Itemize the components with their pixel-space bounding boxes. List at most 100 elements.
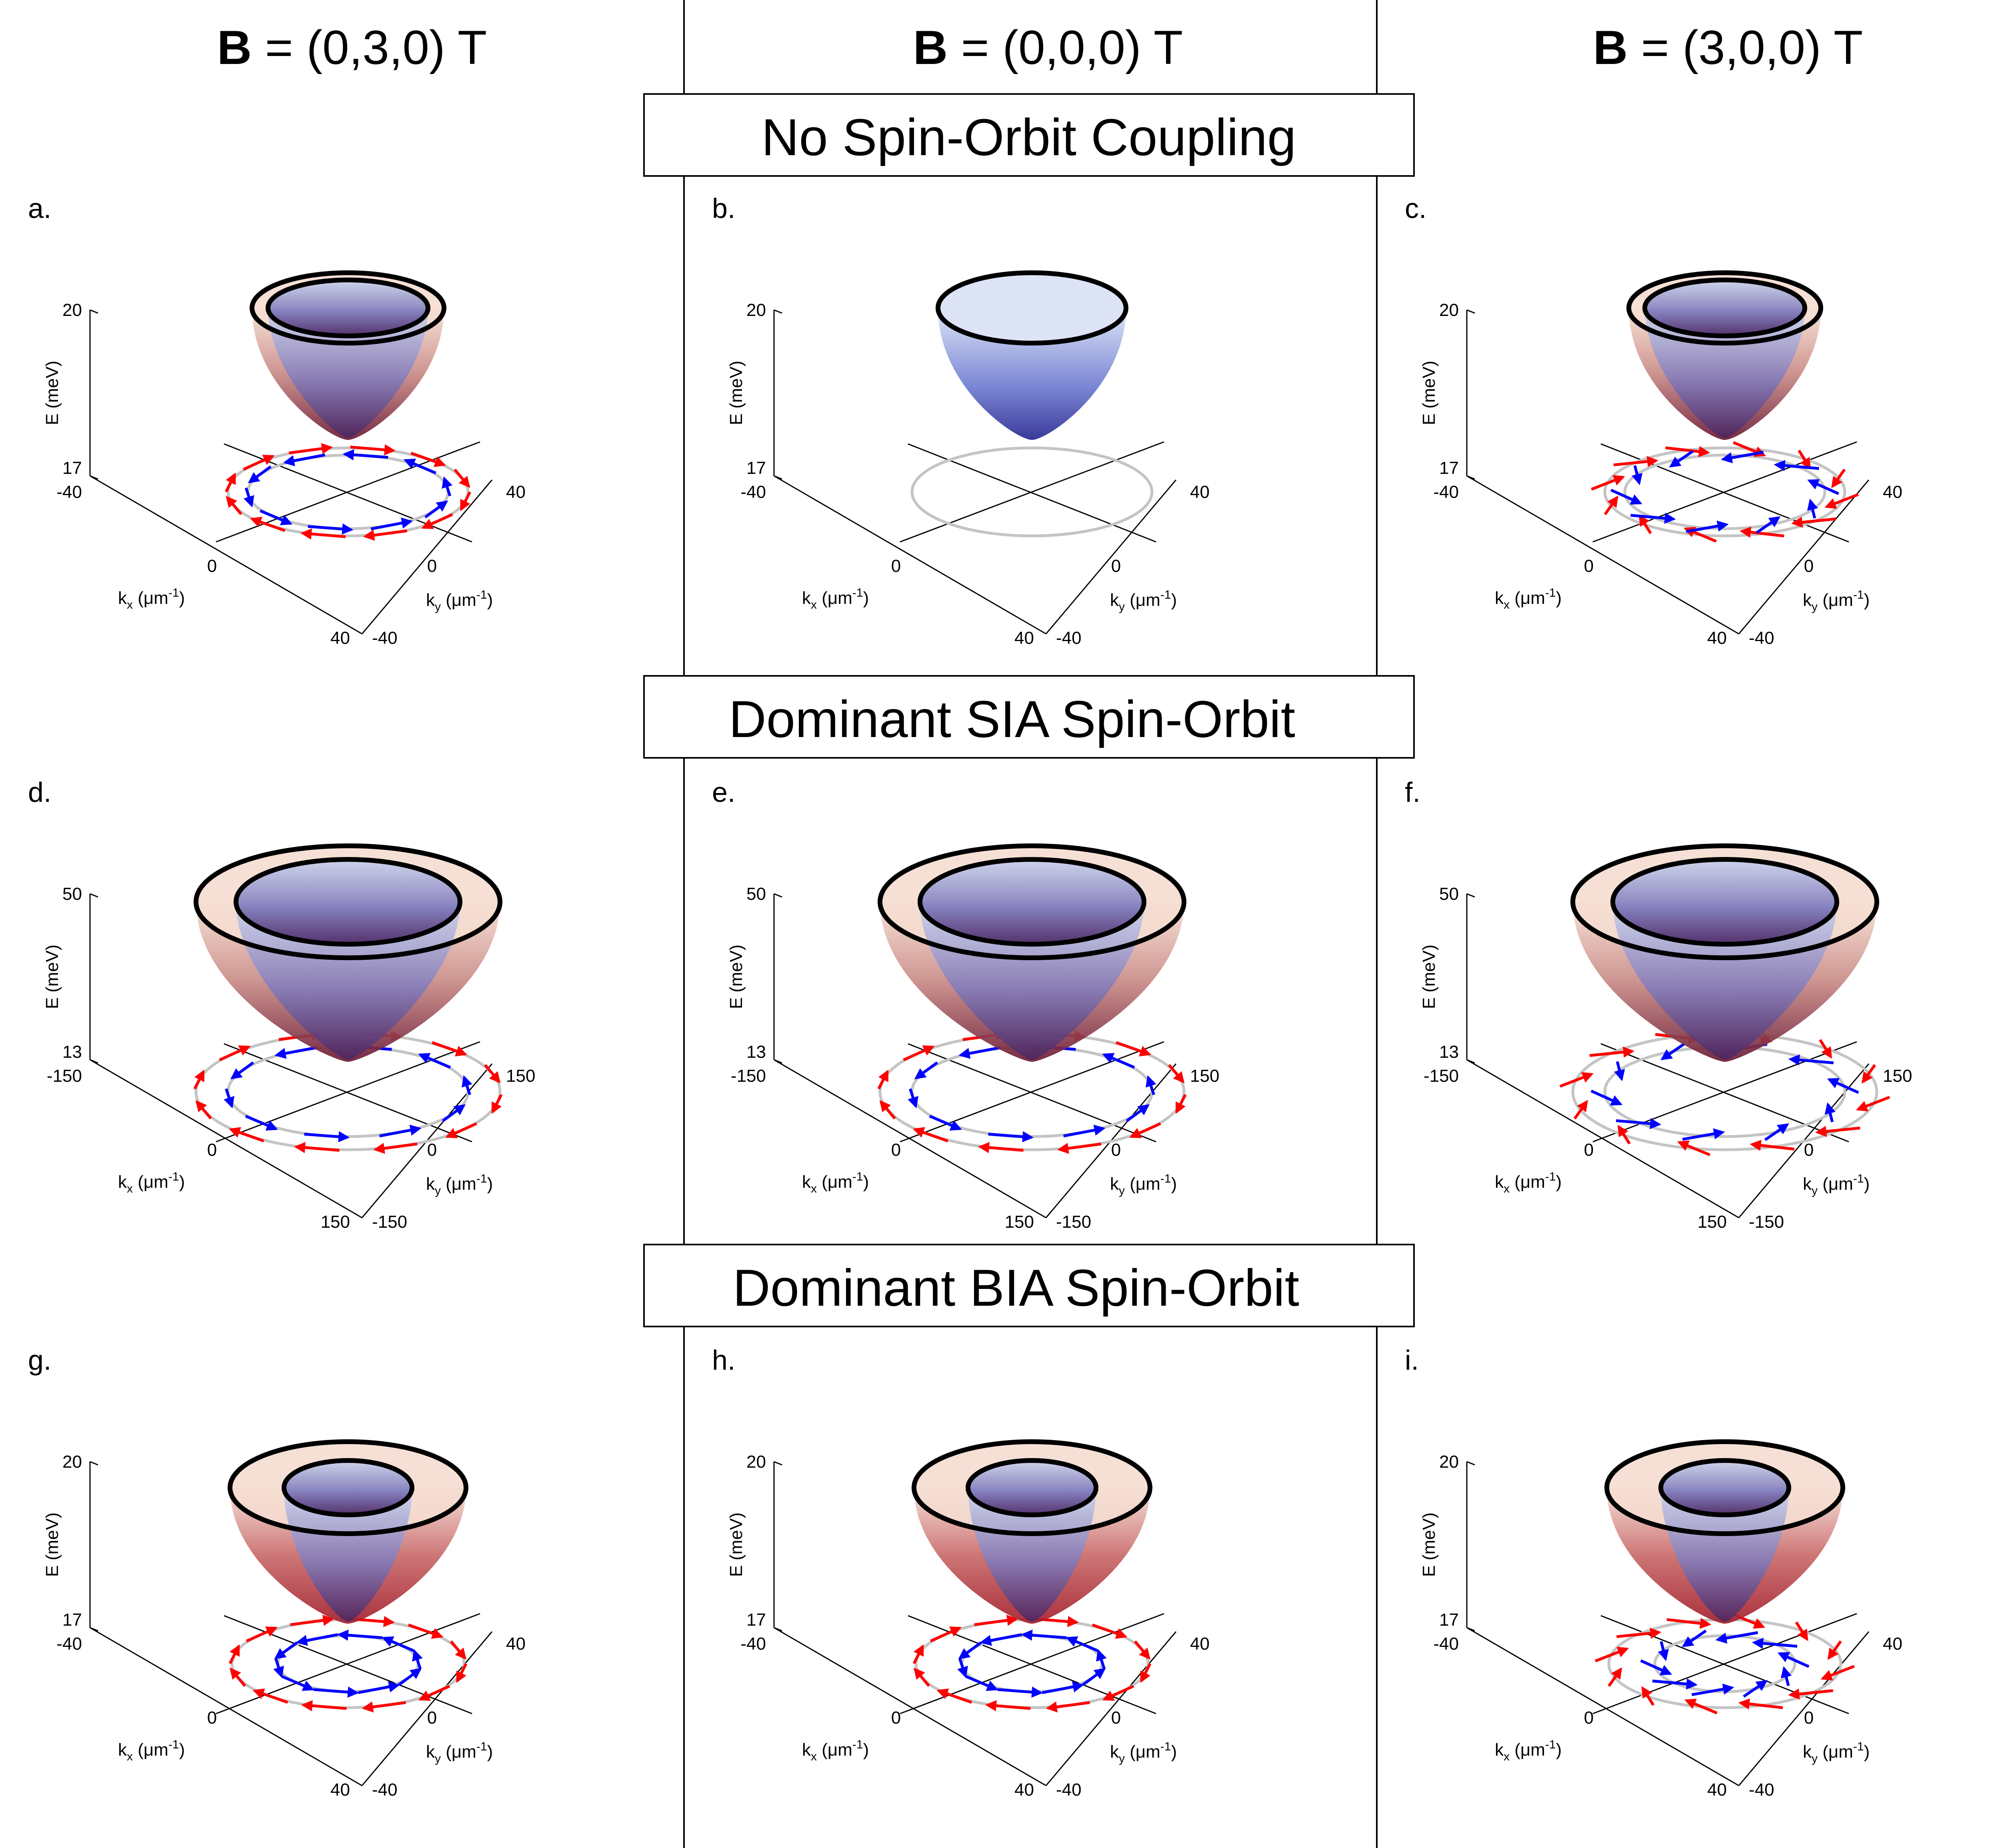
spin-arrow-inner-5 xyxy=(274,1641,298,1660)
spin-arrow-inner-3 xyxy=(1616,1118,1662,1129)
ky-axis-label: ky (μm-1) xyxy=(426,588,493,613)
e-tick-high xyxy=(1466,309,1475,314)
e-tick-label-high: 50 xyxy=(1439,884,1459,904)
spin-arrow-inner-4 xyxy=(1610,489,1642,505)
inner-band-rim xyxy=(234,857,462,947)
slice-ring-outer xyxy=(226,446,470,537)
spin-arrow-inner-6 xyxy=(1660,1042,1686,1060)
spin-arrow-inner-0 xyxy=(1126,1104,1150,1122)
row-title-2: Dominant SIA Spin-Orbit xyxy=(729,690,1295,748)
spin-arrow-inner-8 xyxy=(1788,1054,1834,1066)
spin-arrow-inner-5 xyxy=(248,465,272,483)
spin-arrow-outer-1 xyxy=(1129,1122,1161,1139)
ky-tick-pos: 40 xyxy=(506,482,526,502)
spin-arrow-outer-11 xyxy=(1827,1640,1842,1660)
e-tick-low xyxy=(1466,1627,1475,1632)
ky-tick-neg: -40 xyxy=(1749,1780,1774,1800)
panel-d: d. 50 13 -150 0 150 -150 0 150 E (meV) kx (μm-1) ky… xyxy=(28,777,535,1232)
e-tick-label-high: 20 xyxy=(62,1452,82,1472)
spin-arrow-inner-6 xyxy=(296,1633,338,1646)
kx-axis xyxy=(1466,1627,1739,1786)
row-title-box-3: Dominant BIA Spin-Orbit xyxy=(643,1244,1415,1327)
spin-arrow-outer-6 xyxy=(228,1644,240,1664)
spin-arrow-outer-8 xyxy=(1665,446,1710,458)
floor-line-ky xyxy=(1592,1613,1857,1714)
kx-tick-pos: 40 xyxy=(1014,628,1034,648)
floor-line-ky xyxy=(216,1041,480,1143)
spin-arrow-outer-0 xyxy=(1175,1094,1187,1114)
ky-axis-label: ky (μm-1) xyxy=(1110,1740,1177,1765)
e-tick-low xyxy=(90,475,98,480)
spin-arrow-outer-0 xyxy=(491,1094,503,1114)
spin-arrow-outer-7 xyxy=(1613,456,1659,467)
inner-band-surface xyxy=(1613,902,1837,1060)
spin-arrow-outer-3 xyxy=(301,1700,347,1712)
kx-axis xyxy=(90,1627,362,1786)
spin-arrow-outer-1 xyxy=(418,1685,450,1701)
spin-arrow-inner-5 xyxy=(230,1061,254,1079)
spin-arrow-outer-11 xyxy=(1134,1640,1151,1660)
spin-arrow-inner-4 xyxy=(957,1658,968,1678)
e-tick-high xyxy=(774,893,782,898)
spin-arrow-outer-0 xyxy=(460,491,472,511)
e-tick-label-low: 17 xyxy=(746,458,766,478)
spin-arrow-outer-4 xyxy=(912,1127,948,1143)
ky-tick-zero: 0 xyxy=(427,1140,437,1160)
kx-tick-zero: 0 xyxy=(891,556,901,576)
outer-band-rim xyxy=(194,843,502,960)
spin-arrow-inner-8 xyxy=(382,1636,415,1652)
ky-tick-neg: -40 xyxy=(372,1780,398,1800)
panel-label-e: e. xyxy=(712,777,735,808)
inner-band-rim xyxy=(1642,278,1807,338)
spin-arrow-outer-3 xyxy=(300,528,346,540)
kx-tick-pos: 150 xyxy=(1698,1212,1727,1232)
spin-arrow-inner-3 xyxy=(281,1675,314,1691)
panel-label-f: f. xyxy=(1405,777,1420,808)
floor-line-ky xyxy=(1592,441,1857,543)
ky-tick-zero: 0 xyxy=(1111,1708,1121,1728)
inner-band-surface xyxy=(920,902,1144,1060)
energy-axis-label: E (meV) xyxy=(1419,361,1439,425)
panel-a: a. 20 17 -40 0 40 -40 0 40 E (meV) kx (μm-1) ky (μm… xyxy=(28,193,526,648)
spin-arrow-outer-6 xyxy=(193,1069,205,1090)
spin-arrow-inner-8 xyxy=(418,1053,451,1069)
inner-band-top xyxy=(284,1460,412,1515)
spin-arrow-outer-10 xyxy=(1819,1039,1832,1059)
kx-axis-label: kx (μm-1) xyxy=(118,1738,185,1763)
inner-band-top xyxy=(268,280,428,336)
e-tick-high xyxy=(1466,1461,1475,1466)
kx-axis xyxy=(774,475,1046,635)
inner-band-top xyxy=(1645,280,1805,336)
ky-axis xyxy=(1045,1631,1177,1786)
spin-arrow-outer-7 xyxy=(903,1045,935,1061)
spin-arrow-outer-11 xyxy=(450,1640,467,1660)
spin-arrow-inner-8 xyxy=(403,458,436,475)
energy-axis-label: E (meV) xyxy=(726,945,746,1009)
ky-axis-label: ky (μm-1) xyxy=(426,1172,493,1197)
kx-tick-neg: -40 xyxy=(740,482,766,502)
spin-arrow-outer-5 xyxy=(1604,495,1618,515)
inner-band-rim xyxy=(282,1458,414,1517)
kx-tick-zero: 0 xyxy=(891,1140,901,1160)
floor-line-ky xyxy=(900,441,1164,543)
e-tick-label-low: 17 xyxy=(62,458,82,478)
inner-band-rim xyxy=(266,278,430,338)
spin-arrow-outer-10 xyxy=(432,1041,468,1057)
ky-tick-neg: -40 xyxy=(372,628,398,648)
spin-arrow-inner-5 xyxy=(1632,465,1643,485)
spin-arrow-inner-2 xyxy=(304,1131,350,1143)
spin-arrow-inner-0 xyxy=(1780,1666,1792,1686)
ky-tick-pos: 40 xyxy=(1190,482,1210,502)
inner-band-rim xyxy=(918,857,1146,947)
kx-axis-label: kx (μm-1) xyxy=(118,586,185,611)
spin-arrow-inner-3 xyxy=(1630,512,1676,524)
spin-arrow-outer-8 xyxy=(290,1614,334,1626)
spin-arrow-inner-1 xyxy=(1042,1681,1084,1694)
spin-arrow-inner-5 xyxy=(1614,1061,1625,1081)
kx-tick-neg: -40 xyxy=(1433,1634,1459,1654)
spin-arrow-outer-0 xyxy=(1820,1665,1855,1681)
spin-arrow-outer-1 xyxy=(1788,1688,1834,1700)
spin-arrow-outer-10 xyxy=(1795,1621,1808,1641)
spin-arrow-outer-2 xyxy=(1057,1143,1102,1154)
